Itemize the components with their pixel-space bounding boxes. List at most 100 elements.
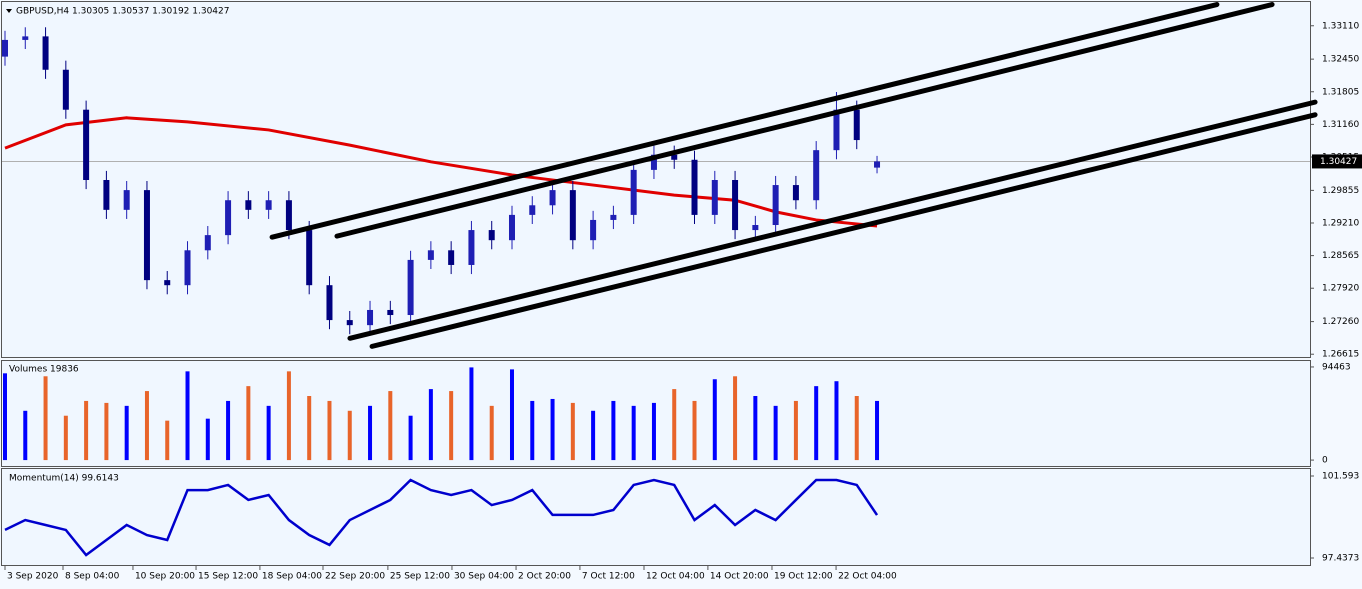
y-tick-label: 1.31160 (1322, 120, 1359, 130)
x-tick-label: 18 Sep 04:00 (262, 572, 322, 582)
candle-body (306, 230, 313, 286)
volume-bar (591, 410, 596, 461)
volume-bar (530, 400, 535, 461)
candle-body (853, 109, 860, 141)
y-tick-label: 1.28565 (1322, 251, 1359, 261)
volume-bar (104, 402, 109, 461)
x-tick-label: 10 Sep 20:00 (135, 572, 195, 582)
momentum-title: Momentum(14) 99.6143 (9, 474, 119, 484)
y-tick-label: 1.31805 (1322, 87, 1359, 97)
trendline (334, 2, 1275, 239)
candle-body (813, 150, 820, 201)
volume-bar (84, 400, 89, 461)
candle-body (62, 69, 69, 110)
price-panel (1, 1, 1311, 358)
candle-body (468, 230, 475, 265)
candle-body (752, 225, 759, 231)
x-tick-label: 30 Sep 04:00 (454, 572, 514, 582)
candle-body (42, 36, 49, 70)
candle-body (549, 190, 556, 206)
candle-body (529, 205, 536, 215)
x-tick-label: 22 Oct 04:00 (838, 572, 897, 582)
volume-bar (266, 405, 271, 461)
volume-bar (2, 373, 7, 461)
current-price-label: 1.30427 (1320, 157, 1357, 167)
x-tick-label: 22 Sep 20:00 (325, 572, 385, 582)
volume-bar (286, 371, 291, 461)
volume-bar (773, 405, 778, 461)
candle-body (367, 309, 374, 326)
x-tick-label: 3 Sep 2020 (7, 572, 59, 582)
x-tick-label: 12 Oct 04:00 (646, 572, 705, 582)
volume-bar (712, 379, 717, 461)
volume-bar (489, 405, 494, 461)
volume-bar (550, 398, 555, 461)
x-tick-label: 25 Sep 12:00 (390, 572, 450, 582)
y-tick-label: 1.27260 (1322, 317, 1359, 327)
volume-bar (692, 400, 697, 461)
trendline (347, 99, 1318, 341)
x-tick-label: 14 Oct 20:00 (710, 572, 769, 582)
candle-body (488, 230, 495, 241)
volume-bar (449, 391, 454, 461)
volume-bar (733, 376, 738, 461)
candle-body (204, 235, 211, 251)
volume-bar (509, 369, 514, 461)
volume-bar (144, 391, 149, 461)
volume-bar (327, 400, 332, 461)
candle-body (387, 309, 394, 316)
candle-body (285, 200, 292, 231)
candle-body (22, 36, 29, 40)
volume-bar (854, 396, 859, 461)
volume-bar (469, 367, 474, 461)
candle-body (610, 214, 617, 220)
trendline (369, 112, 1318, 349)
x-tick-label: 19 Oct 12:00 (774, 572, 833, 582)
x-tick-label: 7 Oct 12:00 (582, 572, 635, 582)
momentum-line (4, 478, 879, 557)
volume-bar (611, 400, 616, 461)
volume-bar (185, 371, 190, 461)
volume-bar (347, 410, 352, 461)
candle-body (732, 180, 739, 231)
volume-bar (814, 386, 819, 461)
x-tick-label: 15 Sep 12:00 (198, 572, 258, 582)
candle-body (711, 180, 718, 215)
volume-bar (124, 405, 129, 461)
candle-body (103, 180, 110, 210)
candle-body (123, 190, 130, 210)
volume-bar (226, 400, 231, 461)
candle-body (245, 200, 252, 210)
volume-bar (246, 386, 251, 461)
candle-body (184, 250, 191, 286)
candle-body (265, 200, 272, 210)
momentum-panel (1, 468, 1311, 566)
volume-bar (23, 410, 28, 461)
volume-bar (43, 376, 48, 461)
volume-bar (408, 415, 413, 461)
volume-bar (834, 381, 839, 461)
candle-body (164, 280, 171, 286)
x-tick-label: 2 Oct 20:00 (518, 572, 571, 582)
candle-body (630, 169, 637, 215)
y-tick-label: 0 (1322, 456, 1328, 466)
volume-bar (165, 420, 170, 461)
candle-body (590, 219, 597, 241)
volume-bar (875, 400, 880, 461)
symbol-title: GBPUSD,H4 1.30305 1.30537 1.30192 1.3042… (16, 7, 229, 17)
volume-bar (428, 389, 433, 461)
y-tick-label: 101.593 (1322, 472, 1359, 482)
candle-body (346, 320, 353, 326)
candle-body (671, 154, 678, 160)
candle-body (569, 190, 576, 241)
y-tick-label: 1.26615 (1322, 350, 1359, 360)
y-tick-label: 1.29210 (1322, 218, 1359, 228)
volume-bar (205, 418, 210, 461)
candle-body (792, 185, 799, 201)
volume-panel (1, 360, 1311, 467)
menu-icon[interactable] (6, 9, 12, 13)
volume-bar (63, 415, 68, 461)
volume-bar (672, 389, 677, 461)
candle-body (407, 259, 414, 316)
